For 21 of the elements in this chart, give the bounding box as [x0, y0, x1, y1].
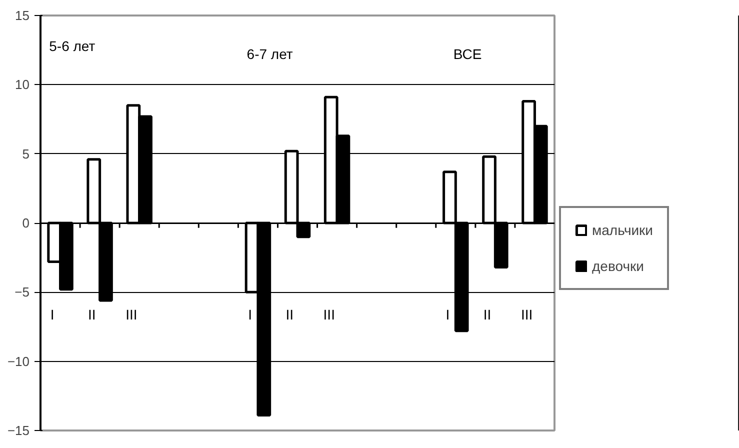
- x-tick-label: II: [483, 306, 492, 322]
- x-tick-label: III: [520, 306, 533, 322]
- x-tick-label: II: [88, 306, 96, 322]
- y-tick-label: −15: [7, 423, 30, 438]
- annotation: ВСЕ: [453, 46, 482, 62]
- y-tick-label: 5: [22, 146, 30, 162]
- y-tick-label: 0: [22, 216, 30, 230]
- annotation: 5-6 лет: [49, 38, 96, 54]
- x-tick-label: I: [446, 306, 450, 322]
- y-tick-label: −5: [14, 284, 30, 300]
- legend-label: мальчики: [592, 222, 653, 238]
- y-tick-label: 15: [15, 8, 30, 23]
- x-tick-label: II: [286, 306, 294, 322]
- x-tick-label: I: [50, 306, 54, 322]
- annotation: 6-7 лет: [246, 46, 294, 62]
- y-tick-label: 10: [15, 77, 30, 92]
- x-tick-label: I: [248, 306, 252, 322]
- x-tick-label: III: [323, 306, 335, 322]
- legend-label: девочки: [592, 258, 644, 274]
- y-tick-label: −10: [7, 354, 30, 369]
- x-tick-label: III: [126, 306, 138, 322]
